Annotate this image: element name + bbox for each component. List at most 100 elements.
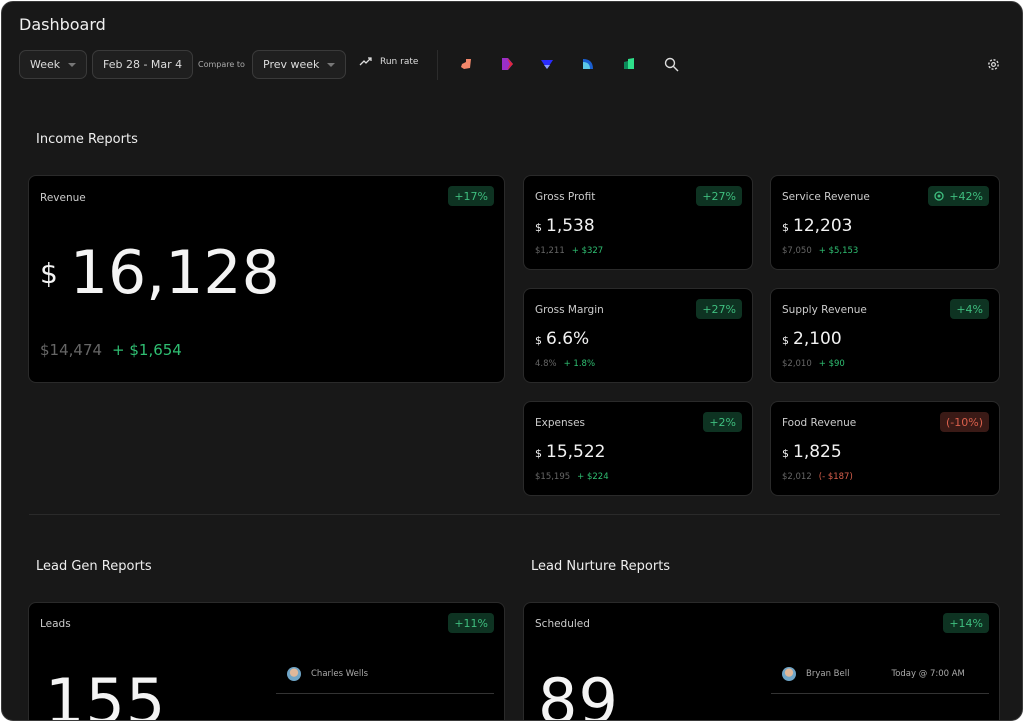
badge-text: (-10%) <box>945 415 983 429</box>
previous-value: $1,211 <box>535 246 565 256</box>
badge-text: +4% <box>956 302 983 316</box>
previous-value: $15,195 <box>535 472 571 482</box>
row-divider <box>276 693 494 694</box>
lead-row[interactable]: Charles Wells <box>287 667 368 681</box>
change-badge: +11% <box>448 613 494 633</box>
scheduled-row[interactable]: Bryan Bell Today @ 7:00 AM <box>782 667 965 681</box>
card-label: Expenses <box>535 417 586 429</box>
metric-value: $12,203 <box>782 216 852 236</box>
delta-value: + $224 <box>577 472 609 482</box>
card-label: Gross Profit <box>535 191 596 203</box>
change-badge: +42% <box>928 186 989 206</box>
food-revenue-card[interactable]: Food Revenue (-10%) $1,825 $2,012 (- $187… <box>770 401 1000 496</box>
metric-value: $6.6% <box>535 329 589 349</box>
card-label: Scheduled <box>535 618 590 630</box>
metric-comparison: $1,211 + $327 <box>535 246 603 256</box>
delta-value: + $90 <box>818 359 845 369</box>
run-rate-button[interactable]: Run rate <box>359 57 418 67</box>
section-title-income: Income Reports <box>36 132 138 147</box>
person-name: Bryan Bell <box>806 669 850 679</box>
delta-value: + $1,654 <box>112 341 182 359</box>
scheduled-count: 89 <box>538 665 619 721</box>
compare-dropdown[interactable]: Prev week <box>252 50 347 79</box>
app-icon-orange[interactable] <box>459 57 473 71</box>
row-divider <box>771 693 989 694</box>
person-name: Charles Wells <box>311 669 369 679</box>
change-badge: +2% <box>703 412 742 432</box>
change-badge: +17% <box>448 186 494 206</box>
gear-icon[interactable] <box>986 57 1001 72</box>
section-title-lead-gen: Lead Gen Reports <box>36 559 152 574</box>
toolbar-divider <box>437 50 438 80</box>
card-label: Gross Margin <box>535 304 604 316</box>
gross-margin-card[interactable]: Gross Margin +27% $6.6% 4.8% + 1.8% <box>523 288 753 383</box>
previous-value: $14,474 <box>40 341 103 359</box>
leads-card[interactable]: Leads +11% 155 Charles Wells <box>28 602 505 721</box>
revenue-amount: 16,128 <box>69 238 280 308</box>
revenue-card[interactable]: Revenue +17% $ 16,128 $14,474 + $1,654 <box>28 175 505 383</box>
app-icon-cyan[interactable] <box>581 57 595 71</box>
revenue-comparison: $14,474 + $1,654 <box>40 341 182 359</box>
currency-symbol: $ <box>40 256 58 290</box>
app-icon-green[interactable] <box>622 57 636 71</box>
previous-value: $2,012 <box>782 472 812 482</box>
service-revenue-card[interactable]: Service Revenue +42% $12,203 $7,050 + $5,… <box>770 175 1000 270</box>
badge-text: +42% <box>949 189 983 203</box>
chevron-down-icon <box>68 62 77 67</box>
currency-symbol: $ <box>782 221 789 234</box>
metric-comparison: $2,010 + $90 <box>782 359 845 369</box>
currency-symbol: $ <box>782 447 789 460</box>
gross-profit-card[interactable]: Gross Profit +27% $1,538 $1,211 + $327 <box>523 175 753 270</box>
card-label: Leads <box>40 618 71 630</box>
period-value: Week <box>30 58 61 71</box>
currency-symbol: $ <box>535 334 542 347</box>
avatar <box>782 667 796 681</box>
metric-amount: 1,538 <box>546 216 595 236</box>
metric-value: $1,825 <box>782 442 842 462</box>
card-label: Supply Revenue <box>782 304 867 316</box>
revenue-value: $ 16,128 <box>40 238 280 308</box>
goal-icon <box>934 191 944 201</box>
currency-symbol: $ <box>535 221 542 234</box>
metric-value: $15,522 <box>535 442 605 462</box>
delta-value: + $5,153 <box>818 246 859 256</box>
run-rate-label: Run rate <box>380 57 419 67</box>
delta-value: (- $187) <box>818 472 853 482</box>
metric-value: $1,538 <box>535 216 595 236</box>
change-badge: +4% <box>950 299 989 319</box>
section-divider <box>29 514 1000 515</box>
badge-text: +2% <box>709 415 736 429</box>
leads-count: 155 <box>45 665 167 721</box>
card-label: Service Revenue <box>782 191 870 203</box>
currency-symbol: $ <box>782 334 789 347</box>
change-badge: +14% <box>943 613 989 633</box>
avatar <box>287 667 301 681</box>
badge-text: +27% <box>702 189 736 203</box>
metric-comparison: 4.8% + 1.8% <box>535 359 595 369</box>
previous-value: 4.8% <box>535 359 557 369</box>
trend-up-icon <box>359 57 372 66</box>
delta-value: + $327 <box>571 246 604 256</box>
compare-value: Prev week <box>263 58 320 71</box>
supply-revenue-card[interactable]: Supply Revenue +4% $2,100 $2,010 + $90 <box>770 288 1000 383</box>
page-title: Dashboard <box>19 15 106 34</box>
expenses-card[interactable]: Expenses +2% $15,522 $15,195 + $224 <box>523 401 753 496</box>
search-icon[interactable] <box>664 57 679 72</box>
metric-amount: 2,100 <box>793 329 842 349</box>
period-dropdown[interactable]: Week <box>19 50 88 79</box>
metric-value: $2,100 <box>782 329 842 349</box>
compare-label: Compare to <box>198 60 245 69</box>
card-label: Food Revenue <box>782 417 857 429</box>
app-icon-red-purple[interactable] <box>500 57 514 71</box>
previous-value: $7,050 <box>782 246 812 256</box>
previous-value: $2,010 <box>782 359 812 369</box>
card-label: Revenue <box>40 192 86 204</box>
metric-comparison: $7,050 + $5,153 <box>782 246 858 256</box>
app-icon-blue[interactable] <box>540 57 554 71</box>
metric-amount: 6.6% <box>546 329 590 349</box>
change-badge: +27% <box>696 186 742 206</box>
date-range-button[interactable]: Feb 28 - Mar 4 <box>92 50 194 79</box>
date-range-value: Feb 28 - Mar 4 <box>103 58 183 71</box>
scheduled-card[interactable]: Scheduled +14% 89 Bryan Bell Today @ 7:00… <box>523 602 1000 721</box>
section-title-lead-nurture: Lead Nurture Reports <box>531 559 671 574</box>
